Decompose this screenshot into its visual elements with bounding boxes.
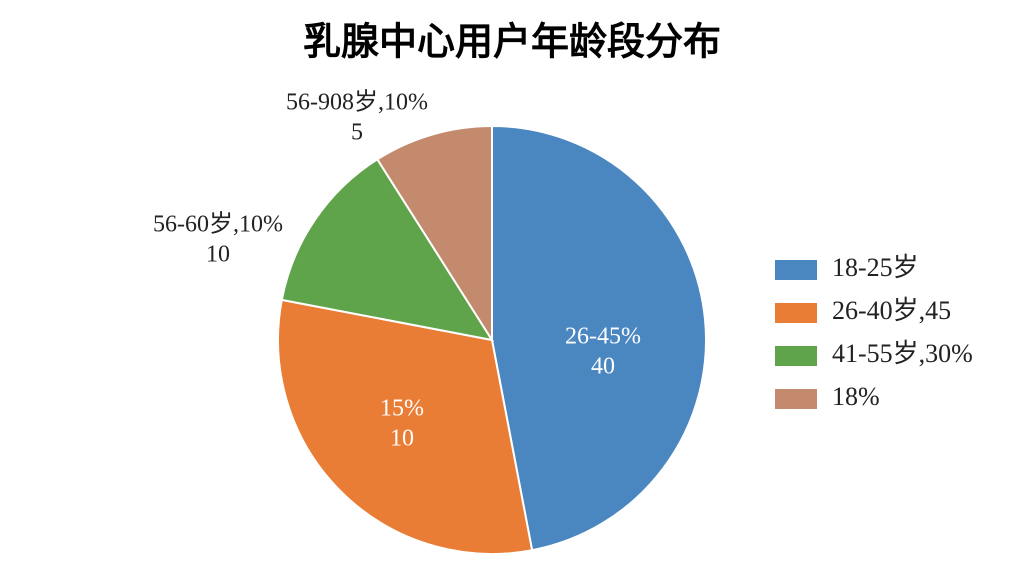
slice-label: 40 xyxy=(591,354,615,380)
pie-slice xyxy=(491,124,707,552)
slice-label: 5 xyxy=(351,120,363,146)
pie-slice xyxy=(375,124,493,344)
legend-swatch xyxy=(775,303,817,323)
legend-swatch xyxy=(775,389,817,409)
slice-label: 10 xyxy=(206,242,230,268)
slice-label: 26-45% xyxy=(565,324,641,350)
legend-swatch xyxy=(775,346,817,366)
legend-swatch xyxy=(775,260,817,280)
slice-label: 10 xyxy=(390,426,414,452)
legend-label: 41-55岁,30% xyxy=(832,339,973,368)
pie-slice xyxy=(277,298,534,555)
chart-title: 乳腺中心用户年龄段分布 xyxy=(303,20,721,64)
legend-label: 26-40岁,45 xyxy=(832,296,951,325)
legend-label: 18% xyxy=(832,382,880,411)
slice-label: 15% xyxy=(380,396,424,422)
slice-label: 56-908岁,10% xyxy=(286,89,428,116)
legend-label: 18-25岁 xyxy=(832,253,919,282)
slice-label: 56-60岁,10% xyxy=(153,211,283,238)
pie-slice xyxy=(280,157,495,342)
